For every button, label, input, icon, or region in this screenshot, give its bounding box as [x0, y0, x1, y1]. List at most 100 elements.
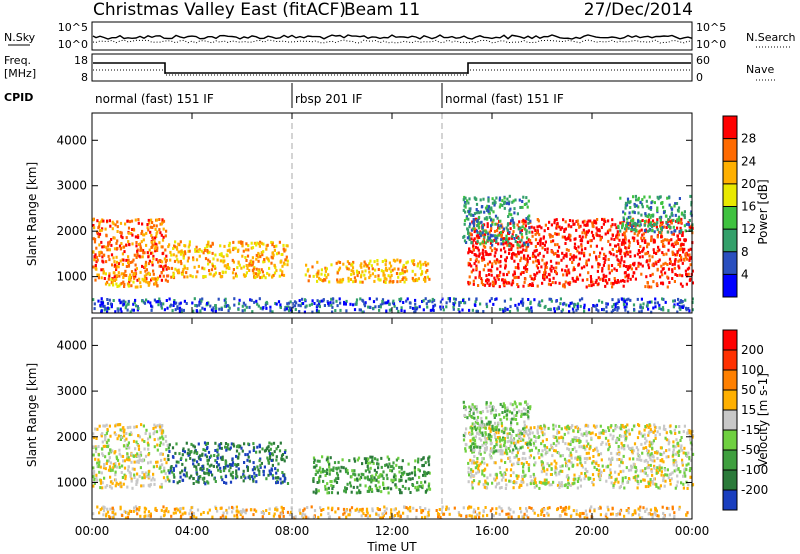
echo-cell — [647, 285, 650, 289]
echo-cell — [473, 474, 476, 478]
echo-cell — [150, 240, 153, 244]
echo-cell — [392, 461, 395, 465]
echo-cell — [690, 203, 693, 207]
echo-cell — [492, 218, 495, 222]
echo-cell — [270, 468, 274, 472]
echo-cell — [336, 304, 339, 308]
echo-cell — [689, 247, 692, 251]
echo-cell — [96, 478, 99, 482]
echo-cell — [482, 229, 485, 233]
echo-cell — [567, 268, 570, 272]
echo-cell — [269, 305, 272, 309]
echo-cell — [318, 300, 321, 304]
echo-cell — [125, 243, 128, 247]
echo-cell — [675, 464, 678, 468]
echo-cell — [152, 269, 155, 273]
echo-cell — [673, 266, 676, 270]
echo-cell — [511, 233, 514, 237]
echo-cell — [489, 429, 492, 433]
echo-cell — [641, 219, 644, 222]
echo-cell — [418, 475, 421, 479]
echo-cell — [181, 270, 185, 273]
echo-cell — [189, 456, 192, 460]
echo-cell — [351, 262, 354, 266]
echo-cell — [204, 275, 207, 279]
echo-cell — [129, 472, 132, 476]
echo-cell — [626, 268, 629, 271]
echo-cell — [652, 430, 655, 434]
echo-cell — [108, 456, 111, 460]
echo-cell — [668, 448, 671, 452]
echo-cell — [655, 282, 658, 286]
echo-cell — [153, 298, 156, 302]
echo-cell — [126, 485, 129, 489]
echo-cell — [248, 305, 251, 309]
echo-cell — [522, 301, 525, 305]
echo-cell — [590, 284, 593, 288]
echo-cell — [463, 222, 466, 226]
echo-cell — [100, 302, 104, 306]
echo-cell — [145, 268, 148, 272]
echo-cell — [660, 466, 663, 470]
echo-cell — [154, 281, 157, 285]
echo-cell — [498, 231, 501, 235]
echo-cell — [367, 467, 370, 471]
echo-cell — [538, 233, 541, 237]
echo-cell — [480, 220, 483, 224]
echo-cell — [377, 274, 380, 278]
echo-cell — [638, 430, 641, 434]
echo-cell — [111, 280, 114, 284]
echo-cell — [505, 226, 508, 230]
echo-cell — [511, 235, 514, 239]
echo-cell — [627, 226, 630, 230]
echo-cell — [157, 300, 160, 303]
echo-cell — [106, 280, 109, 284]
echo-cell — [226, 304, 229, 307]
echo-cell — [321, 470, 324, 474]
echo-cell — [281, 273, 284, 277]
echo-cell — [599, 452, 603, 456]
echo-cell — [505, 241, 508, 244]
echo-cell — [115, 455, 118, 459]
echo-cell — [516, 451, 519, 455]
echo-cell — [495, 237, 498, 241]
echo-cell — [665, 226, 668, 229]
echo-cell — [419, 266, 422, 270]
echo-region — [104, 272, 170, 289]
echo-cell — [432, 304, 435, 308]
echo-cell — [590, 230, 594, 234]
echo-cell — [676, 208, 680, 212]
echo-cell — [220, 446, 223, 450]
echo-cell — [470, 468, 473, 472]
echo-cell — [97, 453, 100, 457]
echo-cell — [508, 310, 512, 313]
echo-cell — [198, 254, 201, 258]
echo-cell — [92, 453, 95, 457]
echo-cell — [317, 489, 320, 493]
echo-cell — [102, 304, 105, 308]
echo-cell — [148, 475, 151, 479]
echo-cell — [232, 246, 235, 250]
echo-cell — [536, 428, 539, 432]
echo-cell — [673, 280, 676, 283]
echo-cell — [151, 251, 154, 255]
echo-cell — [687, 223, 691, 227]
echo-cell — [678, 230, 681, 233]
echo-cell — [529, 426, 532, 430]
echo-cell — [93, 307, 96, 311]
echo-cell — [186, 451, 189, 455]
echo-cell — [152, 257, 155, 261]
echo-cell — [221, 478, 224, 482]
echo-cell — [554, 281, 557, 285]
echo-cell — [626, 481, 629, 484]
echo-cell — [174, 240, 177, 244]
echo-cell — [338, 266, 342, 270]
echo-cell — [252, 478, 255, 481]
echo-cell — [513, 259, 516, 263]
echo-cell — [517, 460, 520, 464]
echo-cell — [615, 254, 618, 258]
echo-cell — [484, 206, 488, 210]
echo-cell — [246, 466, 249, 470]
echo-cell — [515, 275, 518, 279]
echo-cell — [567, 281, 570, 285]
